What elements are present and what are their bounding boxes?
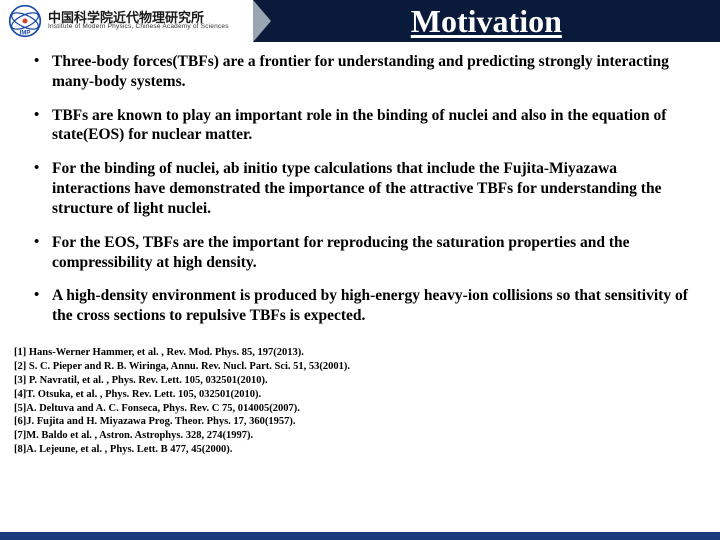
slide-content: Three-body forces(TBFs) are a frontier f… <box>0 42 720 344</box>
bullet-item: A high-density environment is produced b… <box>30 286 690 326</box>
bullet-item: For the EOS, TBFs are the important for … <box>30 233 690 273</box>
slide-title: Motivation <box>411 3 562 40</box>
reference-item: [1] Hans-Werner Hammer, et al. , Rev. Mo… <box>14 346 706 360</box>
svg-text:IMP: IMP <box>20 31 31 37</box>
reference-item: [4]T. Otsuka, et al. , Phys. Rev. Lett. … <box>14 388 706 402</box>
slide-header: IMP 中国科学院近代物理研究所 Institute of Modern Phy… <box>0 0 720 42</box>
title-band: Motivation <box>253 0 720 42</box>
bullet-item: TBFs are known to play an important role… <box>30 106 690 146</box>
reference-item: [3] P. Navratil, et al. , Phys. Rev. Let… <box>14 374 706 388</box>
reference-item: [8]A. Lejeune, et al. , Phys. Lett. B 47… <box>14 443 706 457</box>
imp-logo-icon: IMP <box>8 4 42 38</box>
bullet-list: Three-body forces(TBFs) are a frontier f… <box>30 52 690 326</box>
institute-name-cn: 中国科学院近代物理研究所 <box>48 11 229 25</box>
reference-item: [5]A. Deltuva and A. C. Fonseca, Phys. R… <box>14 402 706 416</box>
institute-name: 中国科学院近代物理研究所 Institute of Modern Physics… <box>48 11 229 31</box>
reference-item: [2] S. C. Pieper and R. B. Wiringa, Annu… <box>14 360 706 374</box>
references: [1] Hans-Werner Hammer, et al. , Rev. Mo… <box>0 344 720 457</box>
institute-logo-band: IMP 中国科学院近代物理研究所 Institute of Modern Phy… <box>0 0 253 42</box>
reference-item: [6]J. Fujita and H. Miyazawa Prog. Theor… <box>14 415 706 429</box>
reference-item: [7]M. Baldo et al. , Astron. Astrophys. … <box>14 429 706 443</box>
footer-accent-bar <box>0 532 720 540</box>
bullet-item: Three-body forces(TBFs) are a frontier f… <box>30 52 690 92</box>
bullet-item: For the binding of nuclei, ab initio typ… <box>30 159 690 218</box>
institute-name-en: Institute of Modern Physics, Chinese Aca… <box>48 24 229 31</box>
